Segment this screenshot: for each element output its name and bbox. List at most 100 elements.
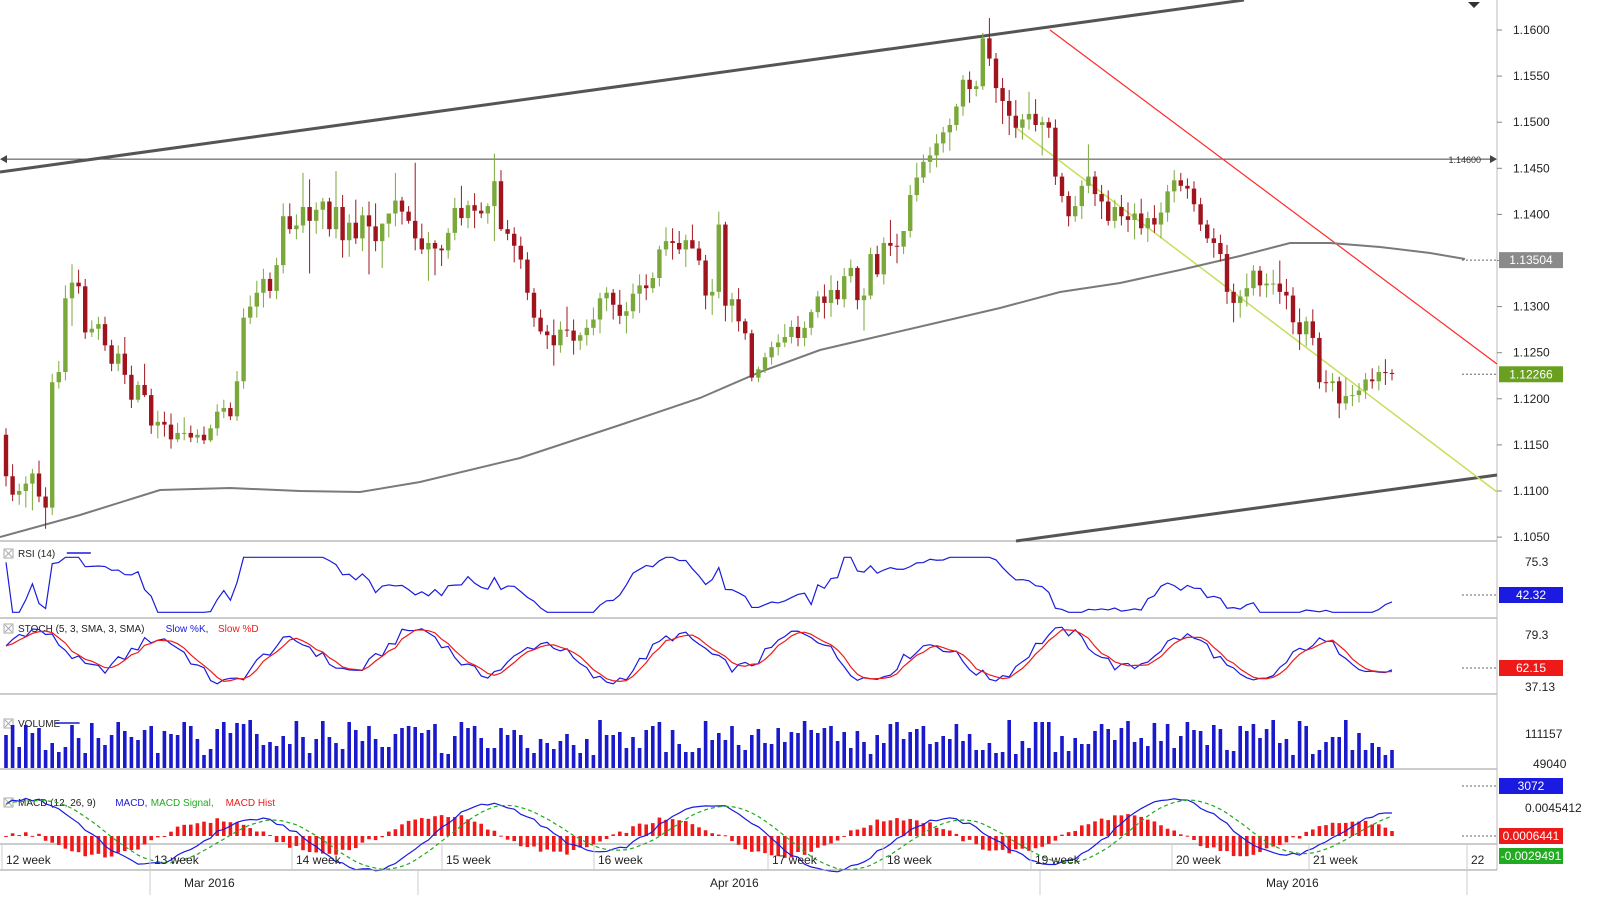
volume-bar[interactable] <box>723 740 728 768</box>
volume-bar[interactable] <box>1390 750 1394 768</box>
candle-body[interactable] <box>782 337 787 343</box>
candle-body[interactable] <box>1370 379 1375 382</box>
candle-body[interactable] <box>109 345 114 364</box>
volume-bar[interactable] <box>1053 752 1058 768</box>
volume-bar[interactable] <box>736 745 741 768</box>
volume-bar[interactable] <box>1093 731 1097 768</box>
candle-body[interactable] <box>564 329 570 331</box>
candle-body[interactable] <box>208 428 213 441</box>
candle-body[interactable] <box>267 278 273 291</box>
volume-bar[interactable] <box>809 730 813 768</box>
volume-bar[interactable] <box>70 725 74 768</box>
volume-bar[interactable] <box>578 753 582 768</box>
volume-bar[interactable] <box>981 750 985 768</box>
volume-bar[interactable] <box>248 720 252 768</box>
volume-bar[interactable] <box>175 735 180 768</box>
volume-bar[interactable] <box>552 749 556 768</box>
volume-bar[interactable] <box>776 728 780 768</box>
candle-body[interactable] <box>1330 381 1335 384</box>
volume-bar[interactable] <box>954 724 959 768</box>
candle-body[interactable] <box>611 292 616 305</box>
volume-bar[interactable] <box>961 741 965 768</box>
volume-bar[interactable] <box>710 740 714 768</box>
candle-body[interactable] <box>604 292 609 299</box>
volume-bar[interactable] <box>862 742 866 768</box>
volume-bar[interactable] <box>928 744 932 768</box>
volume-bar[interactable] <box>1363 750 1368 768</box>
candle-body[interactable] <box>789 326 794 338</box>
candle-body[interactable] <box>50 382 55 508</box>
volume-bar[interactable] <box>208 749 213 768</box>
candle-body[interactable] <box>1264 283 1269 286</box>
volume-bar[interactable] <box>1060 736 1064 768</box>
volume-bar[interactable] <box>690 752 695 768</box>
candle-body[interactable] <box>1271 283 1276 285</box>
volume-bar[interactable] <box>849 748 853 768</box>
volume-bar[interactable] <box>1245 731 1249 768</box>
volume-bar[interactable] <box>651 726 655 768</box>
volume-bar[interactable] <box>888 724 893 768</box>
volume-bar[interactable] <box>215 729 219 768</box>
volume-bar[interactable] <box>43 750 48 768</box>
candle-body[interactable] <box>1066 195 1071 217</box>
volume-bar[interactable] <box>301 737 305 768</box>
candle-body[interactable] <box>366 215 372 227</box>
candle-body[interactable] <box>287 216 292 230</box>
volume-bar[interactable] <box>274 746 279 768</box>
candle-body[interactable] <box>439 248 444 251</box>
candle-body[interactable] <box>1310 321 1315 338</box>
volume-bar[interactable] <box>116 722 120 768</box>
candle-body[interactable] <box>314 209 319 221</box>
volume-bar[interactable] <box>1350 750 1355 768</box>
candle-body[interactable] <box>1145 218 1150 229</box>
volume-close-icon[interactable] <box>3 718 14 729</box>
candle-body[interactable] <box>399 200 405 212</box>
volume-bar[interactable] <box>1106 729 1110 768</box>
candle-body[interactable] <box>215 411 220 429</box>
candle-body[interactable] <box>650 278 655 289</box>
volume-bar[interactable] <box>268 742 272 768</box>
volume-bar[interactable] <box>545 743 549 768</box>
volume-bar[interactable] <box>571 745 576 768</box>
candle-body[interactable] <box>1073 206 1078 217</box>
candle-body[interactable] <box>1119 207 1124 217</box>
volume-bar[interactable] <box>1383 755 1388 768</box>
candle-body[interactable] <box>762 357 768 370</box>
candle-body[interactable] <box>1132 213 1137 220</box>
candle-body[interactable] <box>1218 242 1223 255</box>
candle-body[interactable] <box>1000 88 1005 101</box>
candle-body[interactable] <box>545 331 550 336</box>
volume-bar[interactable] <box>796 733 800 768</box>
candle-body[interactable] <box>1363 379 1368 391</box>
volume-bar[interactable] <box>987 743 992 768</box>
candle-body[interactable] <box>756 369 761 378</box>
candle-body[interactable] <box>168 424 174 440</box>
volume-bar[interactable] <box>1172 748 1176 768</box>
volume-bar[interactable] <box>1179 736 1183 768</box>
candle-body[interactable] <box>406 211 411 221</box>
candle-body[interactable] <box>815 296 820 313</box>
volume-bar[interactable] <box>1000 752 1005 768</box>
candle-body[interactable] <box>432 242 438 249</box>
candle-body[interactable] <box>63 298 68 373</box>
candle-body[interactable] <box>307 207 312 221</box>
candle-body[interactable] <box>30 473 35 484</box>
volume-bar[interactable] <box>604 735 609 768</box>
candle-body[interactable] <box>868 254 873 296</box>
volume-bar[interactable] <box>123 731 127 768</box>
volume-bar[interactable] <box>783 742 787 768</box>
candle-body[interactable] <box>828 290 834 303</box>
volume-bar[interactable] <box>1251 724 1256 768</box>
candle-body[interactable] <box>10 476 15 495</box>
candle-body[interactable] <box>17 491 22 495</box>
candle-body[interactable] <box>3 434 9 477</box>
volume-bar[interactable] <box>261 745 266 768</box>
candle-body[interactable] <box>908 195 913 231</box>
volume-bar[interactable] <box>1297 721 1302 768</box>
volume-bar[interactable] <box>459 722 464 768</box>
candle-body[interactable] <box>380 223 385 242</box>
volume-bar[interactable] <box>1152 723 1157 768</box>
volume-bar[interactable] <box>380 747 384 768</box>
volume-bar[interactable] <box>1113 740 1117 768</box>
volume-bar[interactable] <box>479 738 483 768</box>
